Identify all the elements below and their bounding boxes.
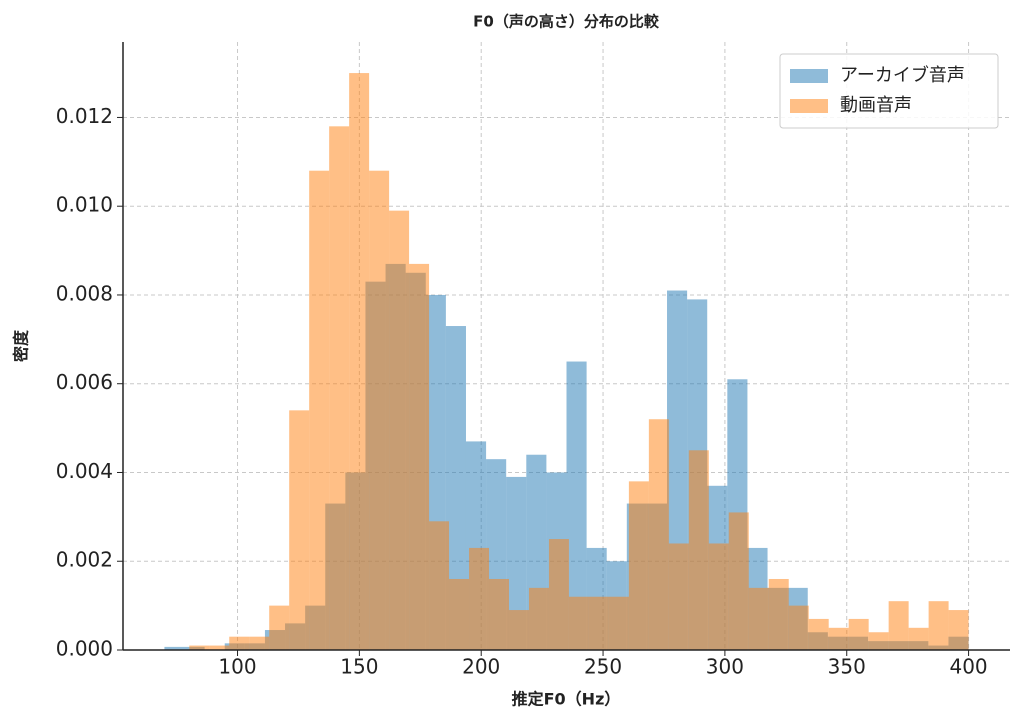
bar [409,263,430,650]
y-tick-label: 0.006 [56,370,113,394]
bar [728,512,749,650]
bar [888,601,909,650]
bar [548,539,569,650]
bar [329,126,350,650]
y-tick-label: 0.002 [56,548,113,572]
bar [748,587,769,650]
bar [229,636,250,650]
bar [688,450,709,650]
bar [788,605,809,650]
x-tick-label: 100 [218,655,256,679]
y-axis-label: 密度 [12,329,31,363]
legend-label: アーカイブ音声 [840,64,965,86]
bar [445,326,466,650]
bar [828,627,849,650]
bar [708,543,729,650]
bar [948,610,969,650]
bar [506,476,527,650]
bar [389,210,410,650]
legend-box [779,53,999,129]
bar [608,596,629,650]
bar [249,636,270,650]
bar [808,618,829,650]
bar [164,646,185,650]
x-axis-label: 推定F0（Hz） [512,690,621,709]
x-tick-label: 350 [828,655,866,679]
legend-swatch [790,99,828,113]
bar [668,543,689,650]
y-tick-label: 0.004 [56,459,113,483]
x-tick-label: 300 [706,655,744,679]
y-tick-label: 0.008 [56,281,113,305]
bar [369,170,390,650]
bar [566,361,587,650]
bar [189,645,210,650]
y-tick-label: 0.000 [56,637,113,661]
bar [469,547,490,650]
bar [309,170,330,650]
x-tick-label: 250 [584,655,622,679]
legend-label: 動画音声 [840,95,912,116]
x-tick-label: 400 [949,655,987,679]
y-tick-label: 0.010 [56,193,113,217]
bar [508,610,529,650]
bar [628,481,649,650]
bar [768,578,789,650]
bar [528,587,549,650]
x-tick-label: 150 [340,655,378,679]
bar [349,73,370,651]
bar [868,632,889,650]
bar [648,419,669,650]
bar [588,596,609,650]
bar [449,578,470,650]
bar [908,627,929,650]
bar [269,605,290,650]
bar [489,578,509,650]
x-tick-label: 200 [462,655,500,679]
legend-swatch [790,69,828,83]
bar [928,601,949,650]
y-tick-label: 0.012 [56,104,113,128]
bar [848,618,869,650]
chart-title: F0（声の高さ）分布の比較 [473,13,660,31]
bar [289,410,310,650]
bar [568,596,589,650]
bar [209,645,230,650]
bar [429,521,450,650]
